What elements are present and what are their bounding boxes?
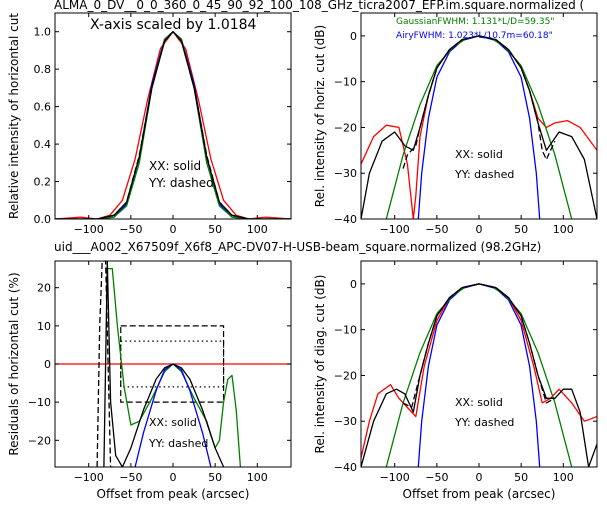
chart-annotation: YY: dashed: [454, 416, 514, 429]
y-tick-label: −30: [334, 415, 357, 428]
chart-annotation: XX: solid: [455, 396, 503, 409]
y-tick-label: 10: [37, 320, 51, 333]
chart-annotation: YY: dashed: [148, 437, 208, 450]
x-tick-label: 0: [476, 471, 483, 484]
y-axis-label: Residuals of horizontal cut (%): [7, 272, 21, 455]
x-axis-label: Offset from peak (arcsec): [97, 487, 250, 501]
x-tick-label: 50: [208, 471, 222, 484]
series-line-4: [103, 261, 225, 467]
plot-frame: [360, 260, 598, 468]
y-tick-label: −10: [28, 396, 51, 409]
plot-frame: [360, 12, 598, 220]
series-line-5: [55, 31, 291, 219]
x-tick-label: −100: [380, 471, 410, 484]
y-axis-label: Rel. intensity of diag. cut (dB): [313, 275, 327, 454]
x-tick-label: 0: [170, 471, 177, 484]
y-tick-label: 0: [350, 30, 357, 43]
y-tick-label: 0.0: [34, 213, 52, 226]
x-tick-label: 100: [553, 471, 574, 484]
series-line-3: [55, 31, 291, 219]
chart-annotation: XX: solid: [149, 416, 197, 429]
series-line-3: [385, 35, 573, 219]
x-tick-label: 0: [476, 223, 483, 236]
y-tick-label: −10: [334, 76, 357, 89]
y-tick-label: −40: [334, 461, 357, 474]
chart-annotation: YY: dashed: [454, 168, 514, 181]
x-tick-label: −50: [119, 223, 142, 236]
x-axis-label: Offset from peak (arcsec): [403, 487, 556, 501]
y-tick-label: −20: [334, 121, 357, 134]
x-tick-label: 100: [247, 471, 268, 484]
chart-annotation: GaussianFWHM: 1.131*L/D=59.35": [396, 17, 554, 27]
series-line-2: [55, 31, 291, 219]
chart-annotation: XX: solid: [149, 159, 201, 173]
x-tick-label: −100: [74, 471, 104, 484]
y-axis-label: Relative intensity of horizontal cut: [7, 13, 21, 219]
y-tick-label: 0.6: [34, 101, 52, 114]
y-tick-label: −10: [334, 324, 357, 337]
y-tick-label: 20: [37, 282, 51, 295]
series-line-1: [55, 31, 291, 219]
y-tick-label: −20: [334, 369, 357, 382]
x-tick-label: 50: [514, 223, 528, 236]
chart-top-left: −100 −50 0 50 100 0.0 0.2 0.4 0.6 0.8 1.0 Relative …: [7, 12, 292, 236]
y-tick-label: 0.8: [34, 63, 52, 76]
series-line-2: [417, 35, 541, 219]
mid-title: uid___A002_X67509f_X6f8_APC-DV07-H-USB-b…: [54, 240, 541, 254]
y-tick-label: −20: [28, 434, 51, 447]
y-tick-label: 0: [44, 358, 51, 371]
chart-annotation: X-axis scaled by 1.0184: [90, 17, 257, 33]
x-tick-label: −50: [119, 471, 142, 484]
series-line-2: [107, 267, 242, 467]
x-tick-label: 0: [170, 223, 177, 236]
x-tick-label: 50: [514, 471, 528, 484]
series-line-4: [361, 283, 597, 467]
x-tick-label: −100: [380, 223, 410, 236]
y-tick-label: −40: [334, 213, 357, 226]
y-tick-label: 0: [350, 278, 357, 291]
series-line-4: [55, 31, 291, 219]
y-tick-label: −30: [334, 167, 357, 180]
x-tick-label: −100: [74, 223, 104, 236]
series-line-3: [385, 283, 573, 467]
y-tick-label: 1.0: [34, 26, 52, 39]
x-tick-label: 100: [553, 223, 574, 236]
series-line-2: [417, 283, 541, 467]
chart-annotation: XX: solid: [455, 148, 503, 161]
x-tick-label: −50: [425, 223, 448, 236]
y-tick-label: 0.2: [34, 176, 52, 189]
x-tick-label: 50: [208, 223, 222, 236]
series-line-1: [361, 35, 597, 219]
y-axis-label: Rel. intensity of horiz. cut (dB): [313, 25, 327, 207]
series-line-5: [402, 283, 556, 409]
chart-annotation: YY: dashed: [148, 176, 214, 190]
x-tick-label: −50: [425, 471, 448, 484]
top-title: ALMA_0_DV__0_0_360_0_45_90_92_100_108_GH…: [54, 0, 584, 12]
chart-annotation: AiryFWHM: 1.023*L/10.7m=60.18": [396, 31, 553, 41]
series-line-1: [361, 283, 597, 458]
series-line-5: [402, 35, 556, 169]
y-tick-label: 0.4: [34, 138, 52, 151]
x-tick-label: 100: [247, 223, 268, 236]
